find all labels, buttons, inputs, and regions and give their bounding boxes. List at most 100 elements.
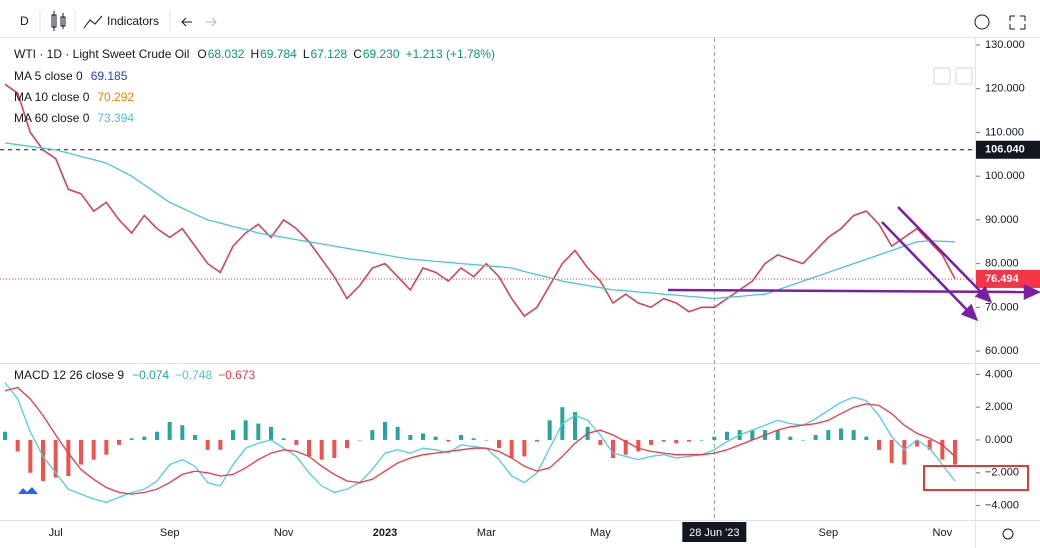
price-line (4, 83, 956, 318)
signal-line (4, 386, 956, 495)
last-price-label: 76.494 (985, 273, 1020, 285)
hline-label: 106.040 (985, 144, 1025, 156)
maximize-button[interactable] (955, 67, 973, 85)
y-tick-label: 60.000 (985, 345, 1019, 357)
histogram-bar (167, 421, 172, 440)
histogram-bar (117, 439, 121, 445)
histogram-bar (193, 435, 197, 440)
last-price-bg (976, 269, 1040, 288)
hline-label-bg (976, 140, 1040, 159)
histogram-bar (813, 435, 818, 440)
histogram-bar (28, 439, 33, 473)
undo-button[interactable] (181, 17, 192, 27)
x-tick-label: Jul (49, 527, 63, 539)
histogram-bar (180, 425, 185, 440)
x-tick-label: Mar (477, 527, 496, 539)
y-tick-label: 130.000 (985, 39, 1025, 51)
toolbar: D Indicators (0, 10, 1040, 38)
ohlc-value: 67.128 (311, 47, 348, 61)
study-value: 69.185 (91, 69, 128, 83)
histogram-bar (801, 439, 805, 441)
x-tick-label: Sep (819, 527, 839, 539)
histogram-bar (927, 439, 932, 450)
histogram-bar (509, 439, 514, 458)
ohlc-key: L (303, 47, 310, 61)
x-tick-label: Nov (274, 527, 294, 539)
histogram-bar (940, 439, 945, 460)
macd-line (4, 382, 956, 503)
histogram-bar (319, 439, 324, 460)
fullscreen-button[interactable] (1009, 15, 1026, 30)
histogram-bar (205, 439, 210, 450)
histogram-bar (129, 438, 134, 440)
legend: WTI · 1D · Light Sweet Crude Oil O 68.032 H… (14, 47, 495, 382)
histogram-bar (91, 439, 96, 460)
histogram-bar (41, 439, 45, 481)
x-tick-label: Sep (160, 527, 180, 539)
study-name: MA 60 close 0 (14, 111, 90, 125)
logo (18, 487, 38, 494)
histogram-bar (902, 439, 907, 465)
histogram-bar (699, 439, 704, 441)
candles-icon[interactable] (51, 11, 66, 31)
ohlc-value: 69.230 (363, 47, 400, 61)
ohlc-key: H (250, 47, 259, 61)
axis-settings[interactable] (1002, 528, 1014, 540)
histogram-bar (636, 439, 641, 452)
y-tick-label: 100.000 (985, 170, 1025, 182)
settings-button[interactable] (974, 14, 990, 30)
redo-button[interactable] (206, 17, 217, 27)
histogram-bar (953, 439, 957, 465)
histogram-bar (155, 431, 159, 440)
histogram-bar (864, 436, 869, 440)
histogram-bar (408, 435, 413, 440)
histogram-bar (750, 430, 755, 440)
histogram-bar (522, 439, 527, 457)
x-tick-label: 2023 (373, 527, 397, 539)
y-tick-label: 4.000 (985, 368, 1013, 380)
histogram-bar (788, 436, 793, 440)
study-value: 70.292 (97, 90, 134, 104)
collapse-button[interactable] (933, 67, 951, 85)
ohlc-key: O (197, 47, 206, 61)
x-tick-label: 28 Jun '23 (689, 527, 739, 539)
ohlc-value: 68.032 (208, 47, 245, 61)
study-name: MACD 12 26 close 9 (14, 368, 124, 382)
histogram-bar (459, 435, 463, 440)
indicators-button[interactable]: Indicators (107, 14, 159, 28)
indicators-icon[interactable] (83, 15, 103, 29)
histogram-bar (383, 421, 387, 440)
pane-buttons (933, 67, 973, 85)
histogram-bar (281, 438, 286, 440)
histogram-bar (712, 436, 717, 440)
histogram-bar (623, 439, 628, 455)
interval-button[interactable]: D (20, 14, 29, 28)
ohlc-value: 69.784 (260, 47, 297, 61)
histogram-bar (851, 430, 856, 440)
histogram-bar (307, 439, 311, 457)
histogram-bar (687, 439, 691, 442)
study-value: 73.394 (97, 111, 134, 125)
study-value: −0.748 (175, 368, 212, 382)
histogram-bar (497, 439, 501, 449)
histogram-bar (395, 426, 400, 440)
histogram-bar (15, 439, 20, 452)
histogram-bar (294, 439, 299, 445)
crosshair-label-bg (682, 522, 747, 542)
histogram-bar (446, 439, 451, 442)
histogram-bar (142, 436, 147, 440)
study-value: −0.673 (218, 368, 255, 382)
histogram-bar (674, 439, 679, 444)
study-name: MA 5 close 0 (14, 69, 83, 83)
histogram-bar (231, 430, 235, 440)
y-tick-label: 80.000 (985, 258, 1019, 270)
histogram-bar (421, 433, 425, 440)
y-tick-label: −2.000 (985, 467, 1019, 479)
plot: 60.000 70.000 80.000 90.000 100.000 110.000 12… (0, 38, 1040, 542)
study-name: MA 10 close 0 (14, 90, 90, 104)
x-tick-label: May (590, 527, 611, 539)
histogram-bar (611, 439, 615, 458)
drawings (667, 206, 1040, 322)
change: +1.213 (+1.78%) (406, 47, 495, 61)
